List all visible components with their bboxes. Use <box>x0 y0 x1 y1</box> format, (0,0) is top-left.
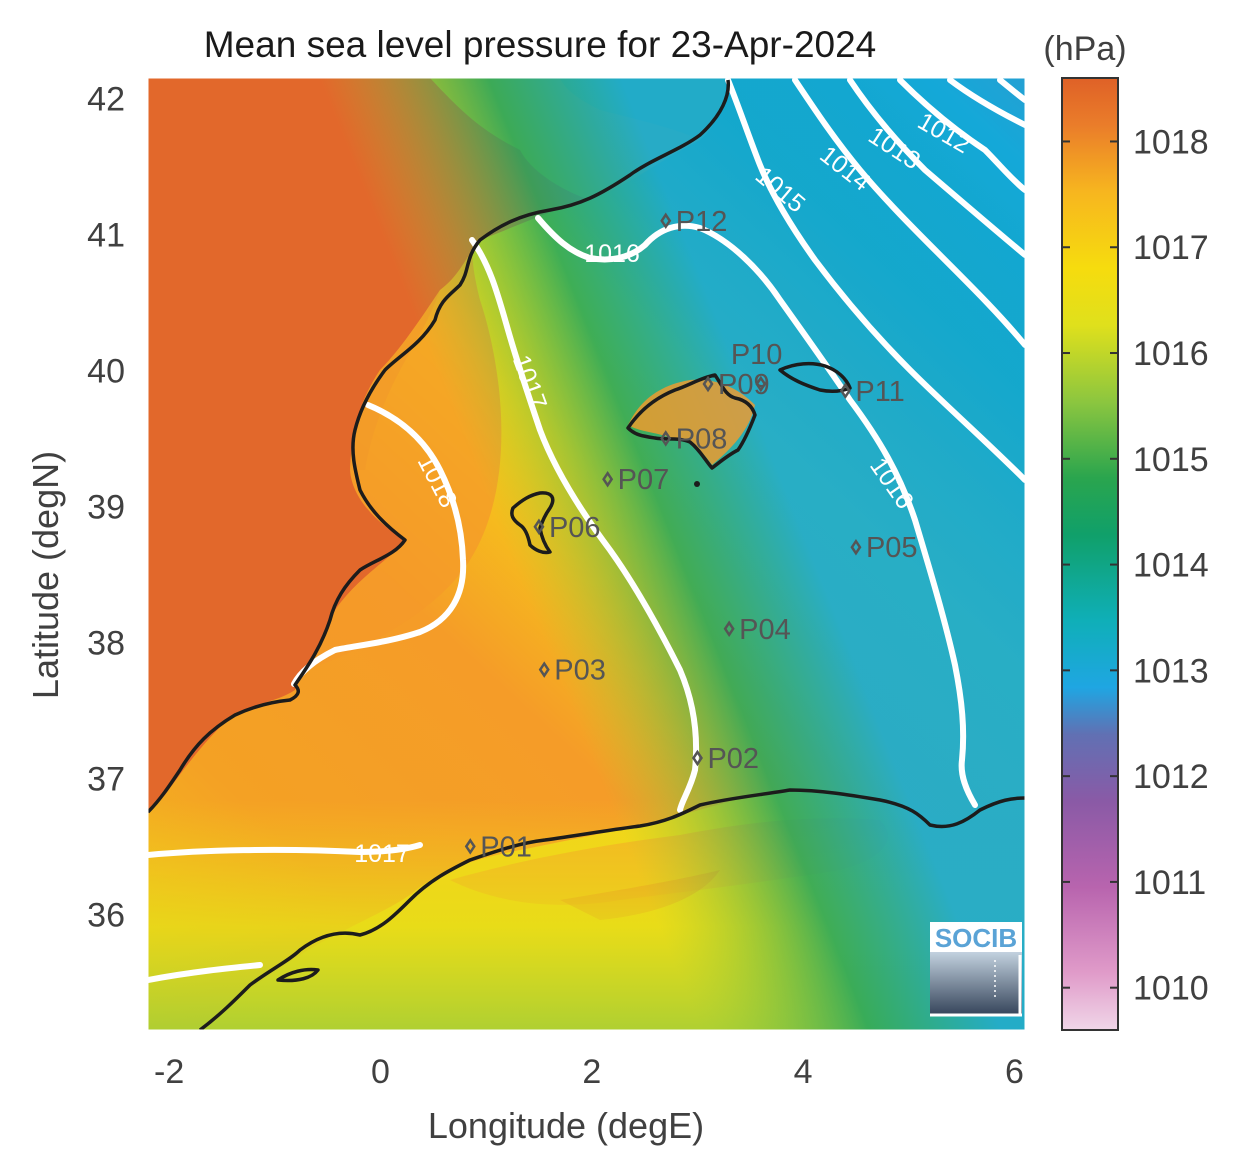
chart-title: Mean sea level pressure for 23-Apr-2024 <box>204 24 877 65</box>
colorbar-tick-label: 1018 <box>1133 123 1209 161</box>
southeast-shading <box>148 78 1025 1030</box>
point-p10: P10 <box>731 339 783 393</box>
africa-coastline <box>198 788 1025 1030</box>
point-marker <box>691 749 703 767</box>
point-p04: P04 <box>723 614 791 646</box>
y-tick-label: 37 <box>87 760 125 798</box>
isobar-1018 <box>291 402 467 687</box>
colorbar-tick-label: 1013 <box>1133 652 1209 690</box>
y-tick-label: 39 <box>87 488 125 526</box>
point-p05: P05 <box>850 532 918 564</box>
point-p02: P02 <box>691 743 759 775</box>
point-label: P09 <box>718 369 770 401</box>
colorbar-scale <box>1061 77 1119 1031</box>
point-p06: P06 <box>533 512 601 544</box>
point-label: P03 <box>554 655 606 687</box>
colorbar-tick-label: 1014 <box>1133 547 1209 585</box>
point-p03: P03 <box>538 655 606 687</box>
x-tick-label: 6 <box>1005 1053 1024 1091</box>
isobar-1016-north <box>535 215 978 808</box>
logo-header <box>930 922 1022 952</box>
point-p07: P07 <box>602 464 670 496</box>
point-label: P01 <box>480 831 532 863</box>
colorbar-tick-label: 1017 <box>1133 229 1209 267</box>
point-label: P12 <box>676 206 728 238</box>
point-label: P05 <box>866 532 918 564</box>
map-area: 1018 1017 1017 1016 1016 1015 1014 1013 … <box>148 78 1025 1030</box>
mallorca-coastline <box>626 373 757 470</box>
y-axis-label: Latitude (degN) <box>25 451 66 699</box>
map-border <box>147 77 1026 1031</box>
isobar-1012 <box>897 78 1025 193</box>
colorbar-ticks: 1010 1011 1012 1013 1014 1015 1016 1017 1018 <box>1062 123 1209 1008</box>
point-marker <box>464 838 476 855</box>
colorbar-tick-label: 1015 <box>1133 441 1209 479</box>
isobar-1013 <box>847 78 1025 258</box>
point-marker <box>533 518 545 536</box>
point-p01: P01 <box>464 831 532 863</box>
point-label: P04 <box>739 614 791 646</box>
point-marker <box>660 212 672 230</box>
point-marker <box>839 382 851 400</box>
ibiza-coastline <box>510 491 555 555</box>
y-axis-ticks: 36 37 38 39 40 41 42 <box>87 80 125 934</box>
point-marker <box>850 538 862 556</box>
socib-logo: SOCIB <box>930 922 1022 1017</box>
isobar-1010 <box>997 78 1025 103</box>
x-tick-label: 2 <box>582 1053 601 1091</box>
point-label: P07 <box>618 464 670 496</box>
isobar-1011 <box>947 78 1025 128</box>
cabrera-island <box>694 481 700 487</box>
point-marker <box>602 470 614 488</box>
y-tick-label: 40 <box>87 352 125 390</box>
point-marker <box>702 375 714 393</box>
y-tick-label: 42 <box>87 80 125 118</box>
point-p12: P12 <box>660 206 728 238</box>
x-tick-label: 4 <box>794 1053 813 1091</box>
mallorca-relief <box>628 379 755 465</box>
menorca-coastline <box>778 361 852 394</box>
point-p08: P08 <box>660 423 728 455</box>
x-axis-ticks: -2 0 2 4 6 <box>154 1053 1024 1091</box>
point-label: P11 <box>855 376 904 408</box>
colorbar-tick-label: 1012 <box>1133 758 1209 796</box>
colorbar-unit: (hPa) <box>1043 30 1126 68</box>
x-tick-label: -2 <box>154 1053 184 1091</box>
coastlines <box>148 79 1025 1030</box>
alboran-coastline <box>276 967 320 983</box>
point-marker <box>723 620 735 638</box>
isobar-1016-southwest <box>148 962 263 983</box>
isobar-label: 1017 <box>354 840 410 868</box>
y-tick-label: 38 <box>87 624 125 662</box>
point-marker <box>660 430 672 447</box>
point-marker <box>755 375 767 393</box>
logo-box <box>930 950 1022 1015</box>
colorbar-tick-label: 1010 <box>1133 970 1209 1008</box>
y-tick-label: 41 <box>87 216 125 254</box>
x-tick-label: 0 <box>371 1053 390 1091</box>
point-label: P08 <box>676 423 728 455</box>
point-label: P02 <box>707 743 759 775</box>
point-marker <box>538 661 550 678</box>
iberia-coastline <box>148 79 731 814</box>
colorbar: (hPa) 1010101110121013101410151016101710… <box>1043 30 1209 1031</box>
isobar-1017-southwest <box>148 842 423 858</box>
isobar-label: 1016 <box>584 240 640 268</box>
colorbar-tick-label: 1016 <box>1133 335 1209 373</box>
x-axis-label: Longitude (degE) <box>428 1105 704 1146</box>
colorbar-tick-label: 1011 <box>1133 864 1206 902</box>
isobar-1015 <box>725 78 1025 483</box>
point-label: P06 <box>549 512 601 544</box>
point-label: P10 <box>731 339 783 371</box>
point-p11: P11 <box>839 376 905 408</box>
isobar-1014 <box>792 78 1025 348</box>
point-p09: P09 <box>702 369 770 401</box>
y-tick-label: 36 <box>87 896 125 934</box>
logo-text: SOCIB <box>935 923 1017 953</box>
